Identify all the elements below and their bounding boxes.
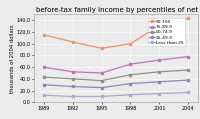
50-74.9 [71, 78, 74, 80]
Line: Less than 25: Less than 25 [42, 91, 190, 98]
Line: 90-100: 90-100 [42, 17, 190, 50]
50-74.9 [129, 74, 132, 75]
Less than 25 [158, 93, 161, 94]
75-89.9 [100, 72, 103, 74]
75-89.9 [158, 59, 161, 61]
75-89.9 [129, 63, 132, 65]
Less than 25 [71, 96, 74, 97]
75-89.9 [42, 66, 45, 68]
75-89.9 [71, 71, 74, 72]
Less than 25 [129, 94, 132, 95]
Line: 50-74.9: 50-74.9 [42, 69, 190, 82]
50-74.9 [187, 69, 190, 71]
50-74.9 [42, 76, 45, 78]
90-100 [71, 41, 74, 43]
Legend: 90-100, 75-89.9, 50-74.9, 25-49.9, Less than 25: 90-100, 75-89.9, 50-74.9, 25-49.9, Less … [148, 18, 185, 46]
90-100 [158, 25, 161, 26]
Line: 25-49.9: 25-49.9 [42, 79, 190, 89]
90-100 [187, 18, 190, 19]
50-74.9 [100, 80, 103, 81]
25-49.9 [158, 81, 161, 82]
90-100 [42, 34, 45, 36]
Less than 25 [42, 95, 45, 96]
90-100 [100, 48, 103, 49]
Less than 25 [187, 92, 190, 93]
25-49.9 [71, 86, 74, 87]
Line: 75-89.9: 75-89.9 [42, 55, 190, 74]
25-49.9 [187, 79, 190, 81]
25-49.9 [42, 84, 45, 85]
25-49.9 [129, 83, 132, 84]
Y-axis label: thousands of 2004 dollars: thousands of 2004 dollars [10, 24, 15, 93]
75-89.9 [187, 56, 190, 57]
25-49.9 [100, 87, 103, 88]
90-100 [129, 43, 132, 44]
50-74.9 [158, 71, 161, 72]
Text: before-tax family income by percentiles of net worth (median): before-tax family income by percentiles … [36, 7, 200, 13]
Less than 25 [100, 96, 103, 97]
